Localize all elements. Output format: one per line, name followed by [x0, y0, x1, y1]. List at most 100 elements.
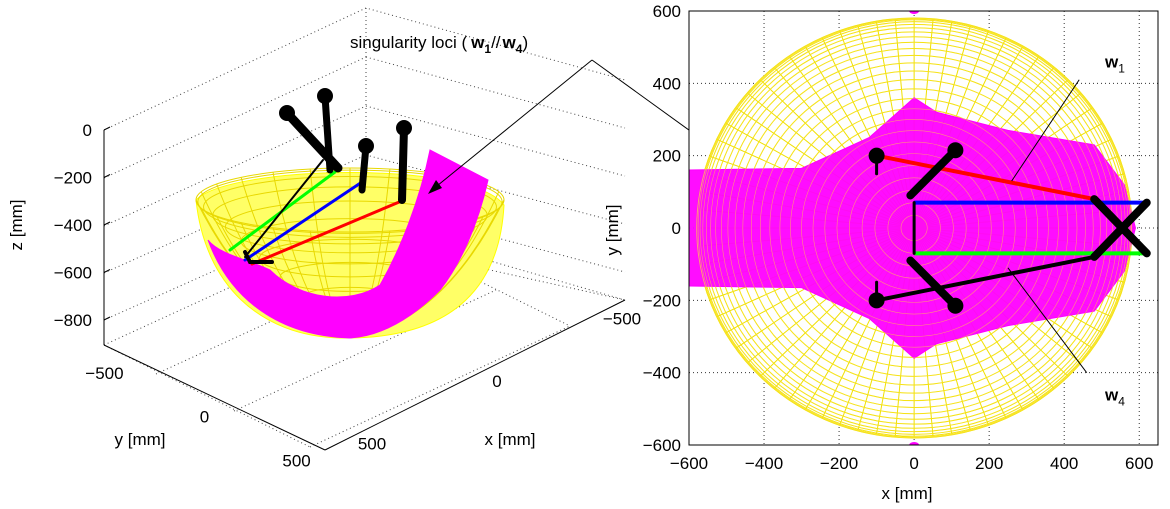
grid-z-400 — [103, 105, 367, 227]
plot-frame — [688, 10, 1159, 446]
z-tick-mark — [103, 221, 111, 226]
y-axis-label: y [mm] — [115, 430, 166, 449]
singular-mesh-ring — [812, 130, 1016, 326]
x-tick-label-2d: −400 — [745, 454, 783, 473]
y-tick-label: 500 — [282, 451, 310, 470]
y-tick-label-2d: −600 — [643, 436, 681, 455]
singular-mesh-ring — [849, 165, 980, 291]
arrow-w1 — [1011, 79, 1080, 182]
hemisphere-rim — [195, 167, 505, 233]
z-tick-mark — [103, 174, 111, 178]
link-black-3d — [244, 159, 324, 258]
singular-mesh-ring — [861, 177, 967, 279]
singular-mesh-ring — [699, 21, 1129, 435]
singular-mesh-ring — [697, 19, 1131, 437]
y-axis-line — [103, 344, 326, 451]
tick-labels-2d: −600 −400 −200 0 200 400 600 −600 −400 −200 0 200 40… — [643, 2, 1154, 473]
singular-mesh-ring — [721, 41, 1108, 415]
surface-3d-plot: 0 −200 −400 −600 −800 −500 0 500 −500 0 500 z [mm]… — [7, 7, 641, 470]
black-link-2d — [1090, 198, 1151, 261]
y-tick-label-2d: 600 — [653, 2, 681, 21]
3d-tick-labels: 0 −200 −400 −600 −800 −500 0 500 −500 0 500 — [54, 121, 641, 470]
joint-ball-4 — [396, 120, 412, 136]
z-tick-label: −400 — [54, 216, 92, 235]
x-axis-line — [324, 299, 626, 451]
singular-mesh-ring — [790, 108, 1039, 348]
leg-2d — [876, 153, 1095, 202]
x-tick-label: −500 — [603, 310, 641, 329]
leg-2d — [876, 254, 1095, 303]
singular-mesh-ring — [824, 141, 1004, 315]
y-tick-label-2d: 200 — [653, 147, 681, 166]
singular-mesh-ring — [715, 36, 1113, 420]
x-axis-label-2d: x [mm] — [882, 484, 933, 503]
y-tick-label-2d: −200 — [643, 291, 681, 310]
grid-z-200 — [103, 56, 367, 179]
black-link-2d — [906, 256, 960, 310]
black-link-2d — [906, 146, 960, 200]
3d-box-top-back — [103, 7, 626, 131]
rod-4 — [398, 124, 408, 204]
z-tick-label: −600 — [54, 264, 92, 283]
y-tick-label-2d: 0 — [672, 219, 681, 238]
robot-legs-2d — [868, 79, 1151, 373]
singular-mesh-ring — [750, 70, 1078, 386]
w-label: w1 — [1104, 53, 1125, 76]
singular-mesh-ring — [836, 153, 992, 303]
z-tick-mark — [103, 269, 111, 273]
z-axis-label: z [mm] — [7, 200, 26, 251]
bottom-mark — [909, 442, 920, 445]
x-tick-label: 500 — [358, 435, 386, 454]
x-tick-label-2d: 0 — [909, 454, 918, 473]
joint-ball-3 — [358, 138, 374, 154]
y-tick-label: −500 — [85, 364, 123, 383]
singularity-region-3d — [207, 149, 489, 339]
singular-mesh-ring — [727, 48, 1101, 408]
z-tick-label: −800 — [54, 311, 92, 330]
x-tick-label: 0 — [492, 372, 501, 391]
singular-mesh-ring — [759, 79, 1069, 377]
hemisphere-mesh — [195, 149, 505, 339]
leg-red-3d — [250, 198, 406, 266]
leg-blue-3d — [243, 180, 364, 262]
top-view-plot: −600 −400 −200 0 200 400 600 −600 −400 −200 0 200 40… — [603, 2, 1159, 503]
singular-mesh-ring — [779, 98, 1049, 358]
arrowhead-left — [428, 180, 442, 194]
joint-ball-1 — [279, 105, 295, 121]
joint-ball-2d — [868, 147, 885, 164]
rod-2 — [321, 92, 334, 174]
arrow-w4 — [1007, 267, 1088, 373]
x-tick-label-2d: 600 — [1125, 454, 1153, 473]
joint-ball-2d — [947, 297, 964, 314]
x-tick-label-2d: 400 — [1050, 454, 1078, 473]
platform-3d — [243, 250, 274, 264]
singular-mesh-ring — [734, 55, 1094, 401]
x-tick-label-2d: 200 — [975, 454, 1003, 473]
top-mark — [909, 11, 920, 14]
annotation-arrow-left — [431, 59, 593, 191]
z-tick-mark — [103, 126, 111, 131]
singular-mesh-ring — [696, 17, 1133, 439]
x-tick-label-2d: −200 — [820, 454, 858, 473]
y-tick-label: 0 — [200, 408, 209, 427]
singular-mesh-ring — [742, 62, 1086, 394]
w-labels: w1 w4 — [1104, 53, 1125, 409]
annotation-text: singularity loci (w1//w4) — [350, 33, 528, 56]
joint-ball-2d — [947, 142, 964, 159]
singular-mesh-ring — [769, 88, 1059, 368]
3d-axes-lines — [103, 130, 626, 451]
y-axis-label-2d: y [mm] — [603, 205, 622, 256]
z-tick-mark — [103, 316, 111, 321]
singular-mesh-ring — [696, 18, 1132, 438]
joint-ball-2d — [868, 292, 885, 309]
joint-ball-2 — [317, 88, 333, 104]
y-tick-label-2d: −400 — [643, 364, 681, 383]
z-tick-label: 0 — [83, 121, 92, 140]
x-tick-label-2d: −600 — [670, 454, 708, 473]
w-label: w4 — [1104, 385, 1125, 408]
z-tick-label: −200 — [54, 169, 92, 188]
robot-legs-3d — [228, 88, 412, 266]
x-axis-label: x [mm] — [485, 430, 536, 449]
y-tick-label-2d: 400 — [653, 74, 681, 93]
